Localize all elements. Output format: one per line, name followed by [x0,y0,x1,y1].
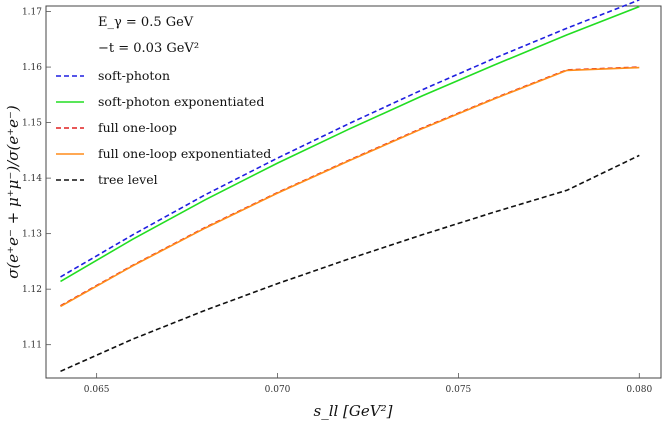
legend-label: full one-loop [98,120,177,135]
x-tick-label: 0.075 [446,385,472,395]
y-tick-label: 1.11 [22,341,42,351]
y-tick-label: 1.16 [22,63,42,73]
x-tick-label: 0.065 [84,385,110,395]
annotations: E_γ = 0.5 GeV −t = 0.03 GeV² [98,15,199,56]
axis-ticks: 0.065 0.070 0.075 0.080 1.11 1.12 1.13 1.14 1.15… [22,8,652,395]
y-axis-title: σ(e⁺e⁻ + μ⁺μ⁻)/σ(e⁺e⁻) [4,105,22,279]
legend-label: soft-photon [98,68,170,83]
legend-label: full one-loop exponentiated [98,146,271,161]
legend-label: soft-photon exponentiated [98,94,264,109]
series-line-soft-photon-exponentiated [60,5,640,283]
x-tick-label: 0.080 [626,385,652,395]
series-layer [60,0,640,373]
y-tick-label: 1.12 [22,285,42,295]
x-axis-title: s_ll [GeV²] [314,402,393,420]
series-line-full-one-loop-exponentiated [60,66,640,308]
annotation-1: −t = 0.03 GeV² [98,41,199,56]
series-line-tree-level [60,154,640,373]
annotation-0: E_γ = 0.5 GeV [98,15,194,30]
legend-label: tree level [98,172,158,187]
legend: soft-photon soft-photon exponentiated full… [56,68,271,187]
y-tick-label: 1.15 [22,119,42,129]
series-line-soft-photon [60,0,640,278]
x-tick-label: 0.070 [265,385,291,395]
y-tick-label: 1.17 [22,8,42,18]
plot-frame [45,5,662,379]
y-tick-label: 1.14 [22,174,42,184]
y-tick-label: 1.13 [22,230,42,240]
